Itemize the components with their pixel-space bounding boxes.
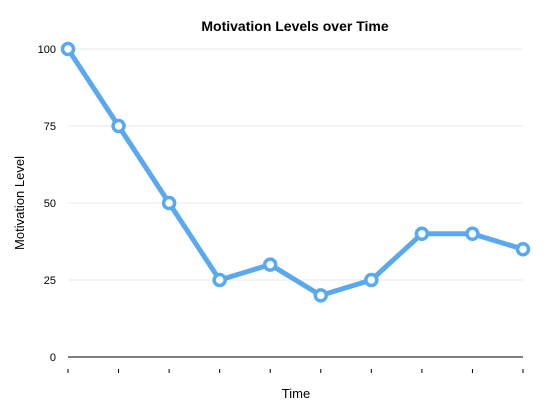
- data-point: [262, 257, 278, 272]
- x-ticks: [67, 369, 524, 373]
- y-tick-label: 0: [50, 352, 56, 364]
- y-tick-label: 75: [44, 121, 56, 133]
- chart-title: Motivation Levels over Time: [201, 18, 388, 34]
- data-point: [414, 226, 430, 242]
- data-point: [212, 272, 227, 288]
- y-tick-labels: 0 25 50 75 100: [38, 44, 56, 364]
- data-point: [161, 195, 177, 211]
- data-point: [465, 226, 480, 242]
- data-point: [515, 241, 531, 257]
- series-line: [65, 46, 526, 298]
- data-point: [313, 288, 329, 303]
- y-tick-label: 50: [44, 198, 56, 210]
- y-tick-label: 100: [38, 44, 56, 56]
- data-point: [111, 118, 126, 134]
- data-point: [60, 41, 76, 57]
- y-tick-label: 25: [44, 275, 56, 287]
- y-axis-label: Motivation Level: [12, 156, 27, 250]
- x-axis-label: Time: [282, 386, 310, 401]
- data-point: [364, 272, 379, 288]
- series-group: [60, 41, 531, 303]
- gridlines: [68, 48, 523, 281]
